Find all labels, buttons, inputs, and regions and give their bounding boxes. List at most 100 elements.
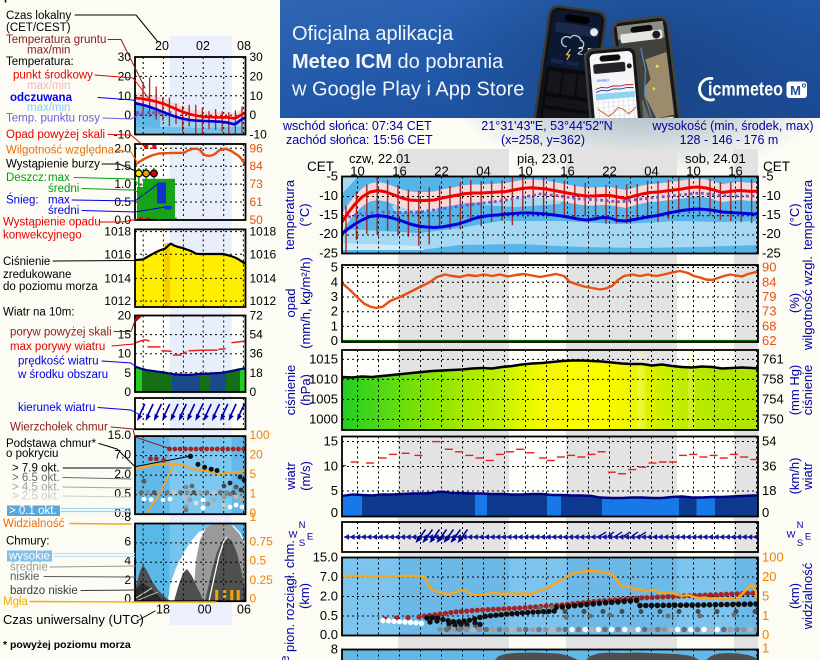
- svg-text:1000: 1000: [309, 411, 338, 426]
- svg-text:128 - 146 - 176 m: 128 - 146 - 176 m: [680, 133, 779, 147]
- svg-text:7.0: 7.0: [320, 569, 338, 584]
- svg-text:10: 10: [518, 164, 532, 179]
- svg-text:750: 750: [762, 411, 784, 426]
- svg-text:pią, 23.01: pią, 23.01: [517, 151, 574, 166]
- svg-text:10: 10: [118, 347, 132, 361]
- svg-text:wiatr: wiatr: [800, 462, 815, 491]
- svg-text:-20: -20: [319, 226, 338, 241]
- svg-text:5: 5: [250, 467, 257, 481]
- svg-text:0.5: 0.5: [114, 195, 131, 209]
- svg-text:wschód słońca: 07:34 CET: wschód słońca: 07:34 CET: [282, 119, 432, 133]
- svg-text:czw, 22.01: czw, 22.01: [349, 151, 410, 166]
- svg-text:-25: -25: [319, 246, 338, 261]
- svg-text:6: 6: [124, 535, 131, 549]
- svg-text:1015: 1015: [309, 351, 338, 366]
- svg-text:22: 22: [434, 164, 448, 179]
- svg-text:-10: -10: [762, 188, 781, 203]
- svg-text:Temperatura gruntu: Temperatura gruntu: [6, 34, 106, 46]
- svg-text:1: 1: [762, 608, 769, 623]
- svg-text:Podstawa chmur*: Podstawa chmur*: [6, 438, 97, 450]
- svg-text:20: 20: [155, 39, 169, 53]
- svg-text:Czas uniwersalny (UTC): Czas uniwersalny (UTC): [3, 612, 144, 627]
- svg-text:0: 0: [331, 333, 338, 348]
- svg-text:68: 68: [762, 318, 776, 333]
- svg-text:62: 62: [762, 333, 776, 348]
- svg-text:00: 00: [198, 603, 212, 617]
- svg-text:758: 758: [762, 371, 784, 386]
- svg-text:(km/h): (km/h): [787, 458, 802, 495]
- svg-text:50: 50: [250, 213, 264, 227]
- svg-text:o pokryciu: o pokryciu: [6, 448, 58, 460]
- svg-text:średni: średni: [48, 183, 79, 195]
- svg-text:Oficjalna aplikacja: Oficjalna aplikacja: [292, 23, 454, 45]
- svg-text:> 6.5 okt.: > 6.5 okt.: [12, 472, 60, 484]
- svg-text:02: 02: [196, 39, 210, 53]
- svg-text:poryw powyżej skali: poryw powyżej skali: [10, 327, 112, 339]
- svg-text:0: 0: [762, 627, 769, 642]
- svg-text:73: 73: [762, 304, 776, 319]
- svg-text:20: 20: [250, 69, 264, 83]
- svg-text:36: 36: [762, 459, 776, 474]
- svg-text:16: 16: [728, 164, 742, 179]
- svg-text:04: 04: [476, 164, 490, 179]
- svg-text:1010: 1010: [309, 371, 338, 386]
- svg-text:pion. rozciągł. chm.: pion. rozciągł. chm.: [282, 540, 297, 652]
- svg-text:16: 16: [560, 164, 574, 179]
- svg-text:* powyżej poziomu morza: * powyżej poziomu morza: [3, 639, 131, 651]
- svg-text:10: 10: [118, 89, 132, 103]
- svg-text:61: 61: [250, 195, 264, 209]
- svg-text:średni: średni: [48, 205, 79, 217]
- svg-text:8: 8: [124, 510, 131, 524]
- svg-text:5: 5: [331, 260, 338, 275]
- svg-text:1012: 1012: [250, 294, 277, 308]
- svg-text:konwekcyjnego: konwekcyjnego: [3, 230, 82, 242]
- svg-text:8: 8: [331, 642, 338, 657]
- svg-text:max: max: [48, 172, 70, 184]
- svg-text:E: E: [805, 532, 811, 543]
- svg-text:10: 10: [250, 89, 264, 103]
- svg-text:Chmury:: Chmury:: [6, 536, 49, 548]
- svg-text:20: 20: [118, 69, 132, 83]
- svg-text:100: 100: [762, 550, 784, 565]
- svg-text:> 4.5 okt.: > 4.5 okt.: [12, 482, 60, 494]
- svg-text:2: 2: [124, 573, 131, 587]
- svg-text:Wierzchołek chmur: Wierzchołek chmur: [10, 422, 108, 434]
- svg-text:wysokość (min, środek, max): wysokość (min, środek, max): [651, 119, 813, 133]
- svg-text:zredukowane: zredukowane: [3, 269, 71, 281]
- svg-text:Czas lokalny: Czas lokalny: [6, 10, 71, 22]
- svg-text:754: 754: [762, 391, 784, 406]
- svg-text:4: 4: [124, 554, 131, 568]
- svg-text:N: N: [797, 520, 804, 531]
- svg-text:Wystąpienie burzy: Wystąpienie burzy: [6, 159, 100, 171]
- svg-text:2.0: 2.0: [114, 141, 131, 155]
- svg-text:ciśnienie: ciśnienie: [283, 365, 298, 416]
- svg-text:5: 5: [331, 483, 338, 498]
- svg-text:1016: 1016: [104, 247, 131, 261]
- svg-text:761: 761: [762, 351, 784, 366]
- svg-text:(mm Hg): (mm Hg): [787, 365, 802, 416]
- svg-text:0: 0: [124, 385, 131, 399]
- svg-text:Mgła: Mgła: [3, 596, 29, 608]
- svg-text:0.5: 0.5: [250, 554, 267, 568]
- svg-text:(%): (%): [787, 293, 802, 313]
- svg-text:10: 10: [686, 164, 700, 179]
- svg-text:temperatura: temperatura: [800, 179, 815, 250]
- svg-text:Wiatr na 10m:: Wiatr na 10m:: [3, 307, 75, 319]
- svg-text:(x=258, y=362): (x=258, y=362): [501, 133, 585, 147]
- svg-text:1014: 1014: [250, 271, 277, 285]
- svg-text:max/min: max/min: [27, 102, 70, 114]
- svg-text:Wilgotność względna: Wilgotność względna: [6, 145, 115, 157]
- svg-text:(°C): (°C): [787, 203, 802, 226]
- svg-text:w środku obszaru: w środku obszaru: [17, 369, 108, 381]
- svg-text:0.0: 0.0: [114, 213, 131, 227]
- svg-text:1: 1: [250, 510, 257, 524]
- svg-text:do poziomu morza: do poziomu morza: [3, 281, 98, 293]
- svg-text:54: 54: [762, 434, 776, 449]
- svg-text:W: W: [787, 530, 796, 541]
- svg-text:4: 4: [331, 274, 338, 289]
- svg-text:1018: 1018: [104, 225, 131, 239]
- svg-text:E: E: [307, 532, 313, 543]
- svg-text:18: 18: [762, 483, 776, 498]
- svg-text:(km): (km): [297, 583, 312, 609]
- svg-text:5: 5: [762, 589, 769, 604]
